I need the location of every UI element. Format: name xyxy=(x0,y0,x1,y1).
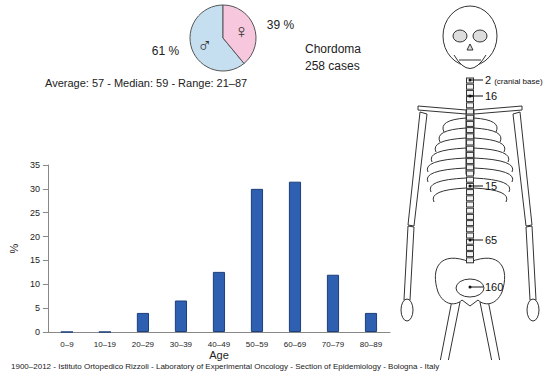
svg-text:2(cranial base): 2(cranial base) xyxy=(485,74,543,86)
svg-text:16: 16 xyxy=(485,90,497,102)
svg-text:60–69: 60–69 xyxy=(284,340,307,349)
svg-text:160: 160 xyxy=(485,281,503,293)
svg-text:50–59: 50–59 xyxy=(246,340,269,349)
svg-text:Average: 57 - Median: 59 - Ran: Average: 57 - Median: 59 - Range: 21–87 xyxy=(45,77,247,89)
svg-text:25: 25 xyxy=(30,208,40,218)
svg-text:20–29: 20–29 xyxy=(132,340,155,349)
svg-text:♀: ♀ xyxy=(234,20,249,42)
svg-text:39 %: 39 % xyxy=(267,18,295,32)
svg-text:258 cases: 258 cases xyxy=(305,59,360,73)
svg-text:Age: Age xyxy=(209,349,229,361)
svg-text:15: 15 xyxy=(485,180,497,192)
svg-text:15: 15 xyxy=(30,255,40,265)
svg-text:30–39: 30–39 xyxy=(170,340,193,349)
svg-text:1900–2012 - Istituto Ortopedic: 1900–2012 - Istituto Ortopedico Rizzoli … xyxy=(11,362,439,371)
svg-text:10–19: 10–19 xyxy=(94,340,117,349)
svg-text:5: 5 xyxy=(35,303,40,313)
svg-text:0: 0 xyxy=(35,327,40,337)
svg-text:Chordoma: Chordoma xyxy=(305,42,361,56)
svg-text:61 %: 61 % xyxy=(152,44,180,58)
svg-text:80–89: 80–89 xyxy=(360,340,383,349)
svg-text:10: 10 xyxy=(30,279,40,289)
svg-text:♂: ♂ xyxy=(197,34,212,56)
svg-text:70–79: 70–79 xyxy=(322,340,345,349)
svg-text:35: 35 xyxy=(30,160,40,170)
svg-text:30: 30 xyxy=(30,184,40,194)
svg-text:%: % xyxy=(8,243,20,253)
svg-text:65: 65 xyxy=(485,234,497,246)
svg-text:20: 20 xyxy=(30,232,40,242)
svg-text:40–49: 40–49 xyxy=(208,340,231,349)
svg-text:0–9: 0–9 xyxy=(60,340,74,349)
